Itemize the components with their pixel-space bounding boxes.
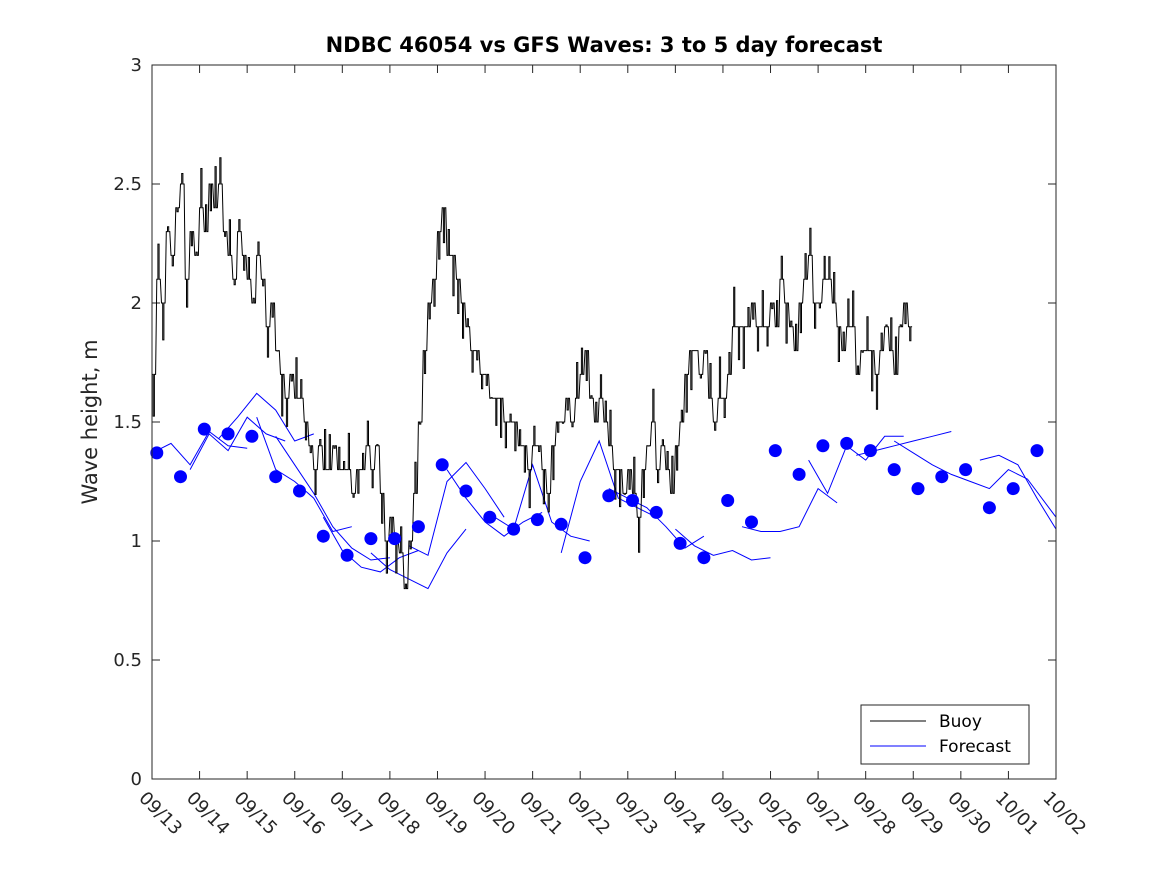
forecast-marker — [816, 439, 830, 453]
forecast-marker — [649, 505, 663, 519]
y-tick-label: 1.5 — [113, 412, 142, 433]
forecast-marker — [935, 470, 949, 484]
forecast-marker — [221, 427, 235, 441]
forecast-marker — [840, 436, 854, 450]
forecast-marker — [626, 494, 639, 507]
plot-frame — [151, 64, 1057, 780]
forecast-run-line — [741, 487, 838, 532]
forecast-marker — [364, 532, 378, 546]
forecast-run-line — [322, 516, 419, 573]
forecast-marker — [792, 467, 806, 481]
forecast-marker — [197, 422, 211, 436]
legend: Buoy Forecast — [860, 704, 1030, 765]
forecast-marker — [245, 429, 259, 443]
plot-area — [150, 157, 1057, 590]
forecast-run-line — [893, 440, 1057, 518]
forecast-marker — [554, 517, 568, 531]
forecast-marker — [982, 501, 996, 515]
forecast-marker — [863, 444, 877, 458]
y-tick-label: 2.5 — [113, 174, 142, 195]
y-tick-label: 0 — [131, 769, 142, 790]
y-axis-label: Wave height, m — [78, 339, 102, 504]
y-tick-label: 0.5 — [113, 650, 142, 671]
forecast-marker — [911, 482, 925, 496]
forecast-marker — [673, 536, 687, 550]
y-tick-label: 3 — [131, 55, 142, 76]
forecast-marker — [1030, 444, 1044, 458]
forecast-run-line — [275, 436, 390, 561]
forecast-marker — [174, 470, 187, 484]
forecast-run-line — [675, 528, 771, 561]
forecast-run-line — [408, 461, 505, 557]
forecast-marker — [768, 444, 782, 458]
forecast-marker — [388, 532, 402, 546]
legend-buoy-label: Buoy — [939, 712, 982, 732]
forecast-marker — [435, 458, 449, 472]
forecast-marker — [316, 529, 330, 543]
forecast-marker — [697, 551, 711, 565]
y-tick-label: 1 — [131, 531, 142, 552]
buoy-series — [152, 157, 913, 590]
forecast-marker — [293, 484, 306, 498]
forecast-marker — [150, 446, 164, 460]
forecast-marker — [959, 463, 973, 477]
forecast-marker — [483, 510, 497, 524]
forecast-marker — [530, 513, 544, 527]
forecast-run-line — [151, 430, 248, 466]
buoy-line — [152, 157, 913, 590]
forecast-marker — [459, 484, 473, 498]
forecast-marker — [745, 515, 758, 529]
y-tick-label: 2 — [131, 293, 142, 314]
chart-title: NDBC 46054 vs GFS Waves: 3 to 5 day fore… — [326, 33, 883, 57]
forecast-marker — [507, 522, 521, 536]
forecast-run-line — [808, 435, 904, 495]
forecast-run-line — [218, 392, 314, 442]
forecast-marker — [578, 551, 592, 565]
forecast-markers — [150, 422, 1044, 565]
forecast-marker — [269, 470, 283, 484]
forecast-marker — [887, 463, 901, 477]
legend-forecast-label: Forecast — [939, 737, 1011, 757]
forecast-run-line — [189, 416, 286, 470]
forecast-marker — [602, 489, 616, 503]
forecast-marker — [340, 548, 354, 562]
forecast-run-line — [560, 439, 657, 554]
forecast-marker — [1006, 482, 1020, 496]
forecast-run-line — [979, 454, 1057, 530]
legend-box — [860, 704, 1030, 765]
forecast-marker — [411, 520, 425, 534]
forecast-marker — [721, 494, 735, 507]
